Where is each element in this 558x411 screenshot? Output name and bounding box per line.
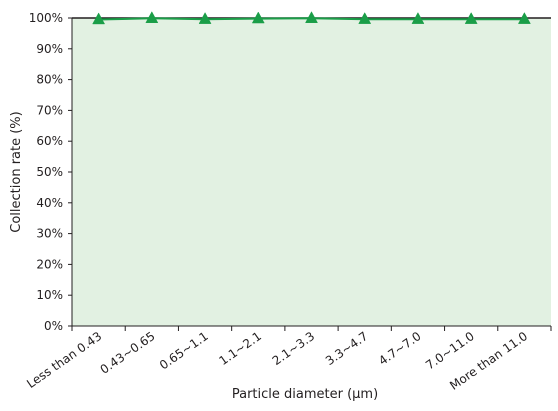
x-tick-label: 1.1~2.1	[216, 329, 264, 368]
x-axis-title: Particle diameter (μm)	[232, 387, 378, 402]
y-tick-label: 20%	[36, 257, 63, 271]
data-point-triangle	[198, 12, 212, 24]
data-point-triangle	[358, 12, 372, 24]
y-tick-label: 10%	[36, 288, 63, 302]
x-tick-label: 4.7~7.0	[376, 329, 424, 368]
data-point-triangle	[305, 11, 318, 23]
data-point-triangle	[517, 12, 531, 24]
x-tick-label: 0.43~0.65	[98, 329, 158, 377]
y-tick-label: 100%	[29, 11, 63, 25]
plot-background	[72, 18, 551, 326]
data-point-triangle	[464, 12, 478, 24]
data-markers	[92, 11, 531, 25]
data-point-triangle	[92, 12, 106, 25]
y-tick-label: 70%	[36, 103, 63, 117]
y-tick-label: 80%	[36, 73, 63, 87]
x-tick-label: 2.1~3.3	[270, 329, 318, 368]
data-point-triangle	[145, 11, 159, 23]
data-point-triangle	[411, 12, 425, 24]
y-tick-label: 0%	[44, 319, 63, 333]
y-axis-title: Collection rate (%)	[9, 111, 24, 232]
x-tick-label: 3.3~4.7	[323, 329, 371, 368]
y-tick-label: 40%	[36, 196, 63, 210]
y-tick-label: 50%	[36, 165, 63, 179]
y-tick-label: 60%	[36, 134, 63, 148]
x-tick-label: 0.65~1.1	[157, 329, 211, 373]
x-tick-label: Less than 0.43	[24, 329, 104, 391]
y-tick-label: 90%	[36, 42, 63, 56]
y-tick-label: 30%	[36, 227, 63, 241]
plot-area	[72, 18, 551, 326]
data-point-triangle	[251, 11, 265, 24]
